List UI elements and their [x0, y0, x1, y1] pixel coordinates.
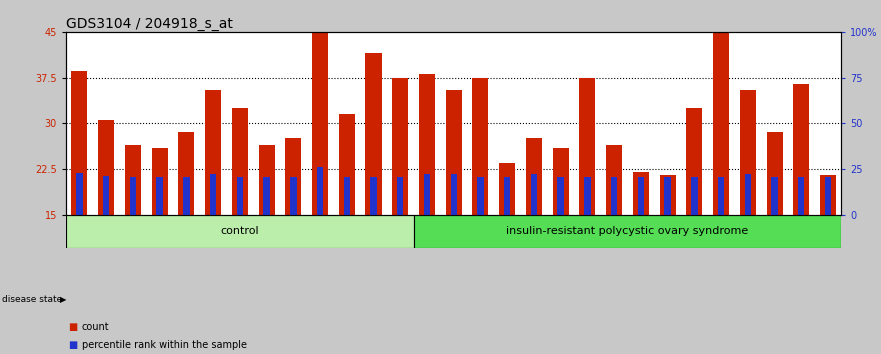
Bar: [478, 177, 484, 215]
Bar: [263, 177, 270, 215]
Bar: [526, 138, 542, 215]
Bar: [530, 175, 537, 215]
Bar: [210, 175, 217, 215]
Bar: [686, 108, 702, 215]
Bar: [691, 177, 698, 215]
Text: ■: ■: [68, 322, 77, 332]
Bar: [660, 175, 676, 215]
Text: count: count: [82, 322, 109, 332]
Bar: [152, 148, 167, 215]
Bar: [178, 132, 195, 215]
Bar: [205, 90, 221, 215]
Bar: [638, 177, 644, 215]
Bar: [285, 138, 301, 215]
Bar: [771, 177, 778, 215]
Bar: [611, 177, 618, 215]
Bar: [450, 175, 457, 215]
Text: ▶: ▶: [60, 295, 66, 304]
Bar: [424, 175, 430, 215]
Bar: [798, 177, 804, 215]
Text: control: control: [220, 226, 259, 236]
Bar: [606, 144, 622, 215]
Bar: [633, 172, 649, 215]
Bar: [125, 144, 141, 215]
Bar: [793, 84, 810, 215]
Bar: [504, 177, 510, 215]
Bar: [344, 177, 350, 215]
Bar: [413, 215, 841, 248]
Bar: [366, 53, 381, 215]
Text: insulin-resistant polycystic ovary syndrome: insulin-resistant polycystic ovary syndr…: [507, 226, 749, 236]
Bar: [71, 72, 87, 215]
Bar: [237, 177, 243, 215]
Bar: [552, 148, 568, 215]
Bar: [713, 32, 729, 215]
Bar: [258, 144, 275, 215]
Bar: [500, 163, 515, 215]
Text: ■: ■: [68, 340, 77, 350]
Bar: [664, 177, 670, 215]
Bar: [317, 167, 323, 215]
Bar: [290, 177, 297, 215]
Bar: [77, 173, 83, 215]
Bar: [820, 175, 836, 215]
Bar: [419, 74, 435, 215]
Bar: [825, 177, 831, 215]
Bar: [130, 177, 137, 215]
Bar: [157, 177, 163, 215]
Bar: [232, 108, 248, 215]
Bar: [584, 177, 590, 215]
Bar: [103, 176, 109, 215]
Text: disease state: disease state: [2, 295, 62, 304]
Bar: [339, 114, 355, 215]
Bar: [580, 78, 596, 215]
Bar: [66, 215, 413, 248]
Text: GDS3104 / 204918_s_at: GDS3104 / 204918_s_at: [66, 17, 233, 31]
Text: percentile rank within the sample: percentile rank within the sample: [82, 340, 247, 350]
Bar: [392, 78, 408, 215]
Bar: [98, 120, 115, 215]
Bar: [718, 177, 724, 215]
Bar: [312, 32, 328, 215]
Bar: [397, 177, 403, 215]
Bar: [183, 177, 189, 215]
Bar: [558, 177, 564, 215]
Bar: [472, 78, 488, 215]
Bar: [766, 132, 782, 215]
Bar: [446, 90, 462, 215]
Bar: [744, 175, 751, 215]
Bar: [740, 90, 756, 215]
Bar: [370, 177, 377, 215]
